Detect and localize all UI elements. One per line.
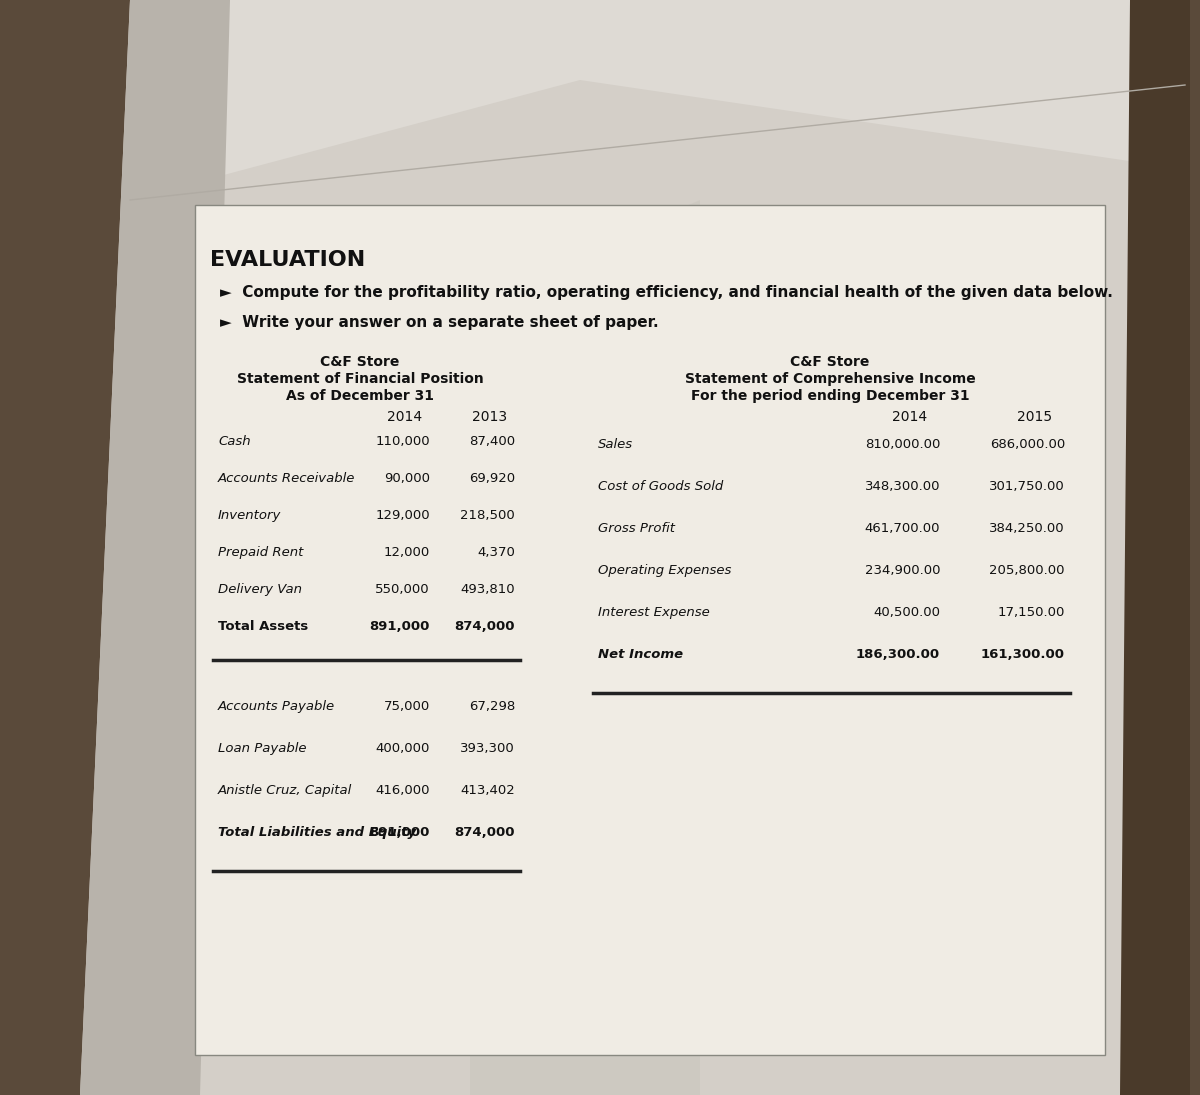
Text: 2015: 2015 xyxy=(1018,410,1052,424)
Text: Cash: Cash xyxy=(218,435,251,448)
Text: Total Liabilities and Equity: Total Liabilities and Equity xyxy=(218,826,416,839)
Text: 891,000: 891,000 xyxy=(370,826,430,839)
Text: 301,750.00: 301,750.00 xyxy=(989,480,1066,493)
Text: 40,500.00: 40,500.00 xyxy=(874,606,940,619)
Text: 69,920: 69,920 xyxy=(469,472,515,485)
Text: Delivery Van: Delivery Van xyxy=(218,583,302,596)
Text: 205,800.00: 205,800.00 xyxy=(990,564,1066,577)
Text: 17,150.00: 17,150.00 xyxy=(997,606,1066,619)
Text: 2013: 2013 xyxy=(473,410,508,424)
Text: Statement of Comprehensive Income: Statement of Comprehensive Income xyxy=(685,372,976,387)
Text: 461,700.00: 461,700.00 xyxy=(864,522,940,535)
Polygon shape xyxy=(80,0,230,1095)
Text: Inventory: Inventory xyxy=(218,509,281,522)
Text: 413,402: 413,402 xyxy=(461,784,515,797)
Text: Accounts Receivable: Accounts Receivable xyxy=(218,472,355,485)
Text: EVALUATION: EVALUATION xyxy=(210,250,365,270)
Text: 2014: 2014 xyxy=(388,410,422,424)
Text: 110,000: 110,000 xyxy=(376,435,430,448)
Text: Net Income: Net Income xyxy=(598,648,683,661)
Polygon shape xyxy=(80,0,1190,1095)
Text: 891,000: 891,000 xyxy=(370,620,430,633)
Text: 4,370: 4,370 xyxy=(478,546,515,560)
Text: 161,300.00: 161,300.00 xyxy=(982,648,1066,661)
Text: 129,000: 129,000 xyxy=(376,509,430,522)
FancyBboxPatch shape xyxy=(194,205,1105,1054)
Text: Anistle Cruz, Capital: Anistle Cruz, Capital xyxy=(218,784,353,797)
Text: 67,298: 67,298 xyxy=(469,700,515,713)
Text: Total Assets: Total Assets xyxy=(218,620,308,633)
Text: 218,500: 218,500 xyxy=(461,509,515,522)
Text: Statement of Financial Position: Statement of Financial Position xyxy=(236,372,484,387)
Text: 810,000.00: 810,000.00 xyxy=(865,438,940,451)
Text: 186,300.00: 186,300.00 xyxy=(856,648,940,661)
Text: 393,300: 393,300 xyxy=(461,742,515,754)
Text: 550,000: 550,000 xyxy=(376,583,430,596)
Text: 75,000: 75,000 xyxy=(384,700,430,713)
Text: ►  Write your answer on a separate sheet of paper.: ► Write your answer on a separate sheet … xyxy=(220,315,659,330)
Polygon shape xyxy=(130,0,1190,200)
Text: 416,000: 416,000 xyxy=(376,784,430,797)
Text: Loan Payable: Loan Payable xyxy=(218,742,306,754)
Polygon shape xyxy=(1120,0,1190,1095)
Text: 874,000: 874,000 xyxy=(455,620,515,633)
Text: ►  Compute for the profitability ratio, operating efficiency, and financial heal: ► Compute for the profitability ratio, o… xyxy=(220,285,1112,300)
Text: Interest Expense: Interest Expense xyxy=(598,606,709,619)
Text: 234,900.00: 234,900.00 xyxy=(864,564,940,577)
Text: Cost of Goods Sold: Cost of Goods Sold xyxy=(598,480,724,493)
Text: 12,000: 12,000 xyxy=(384,546,430,560)
Polygon shape xyxy=(470,200,700,1095)
Text: 874,000: 874,000 xyxy=(455,826,515,839)
Text: 493,810: 493,810 xyxy=(461,583,515,596)
Text: 400,000: 400,000 xyxy=(376,742,430,754)
Text: C&F Store: C&F Store xyxy=(320,355,400,369)
Text: 87,400: 87,400 xyxy=(469,435,515,448)
Text: As of December 31: As of December 31 xyxy=(286,389,434,403)
Text: Prepaid Rent: Prepaid Rent xyxy=(218,546,304,560)
Text: For the period ending December 31: For the period ending December 31 xyxy=(691,389,970,403)
Text: 686,000.00: 686,000.00 xyxy=(990,438,1066,451)
Text: Accounts Payable: Accounts Payable xyxy=(218,700,335,713)
Text: 384,250.00: 384,250.00 xyxy=(989,522,1066,535)
Text: Sales: Sales xyxy=(598,438,634,451)
Text: 90,000: 90,000 xyxy=(384,472,430,485)
Text: Operating Expenses: Operating Expenses xyxy=(598,564,731,577)
Text: C&F Store: C&F Store xyxy=(791,355,870,369)
Text: 2014: 2014 xyxy=(893,410,928,424)
Text: Gross Profit: Gross Profit xyxy=(598,522,674,535)
Text: 348,300.00: 348,300.00 xyxy=(864,480,940,493)
